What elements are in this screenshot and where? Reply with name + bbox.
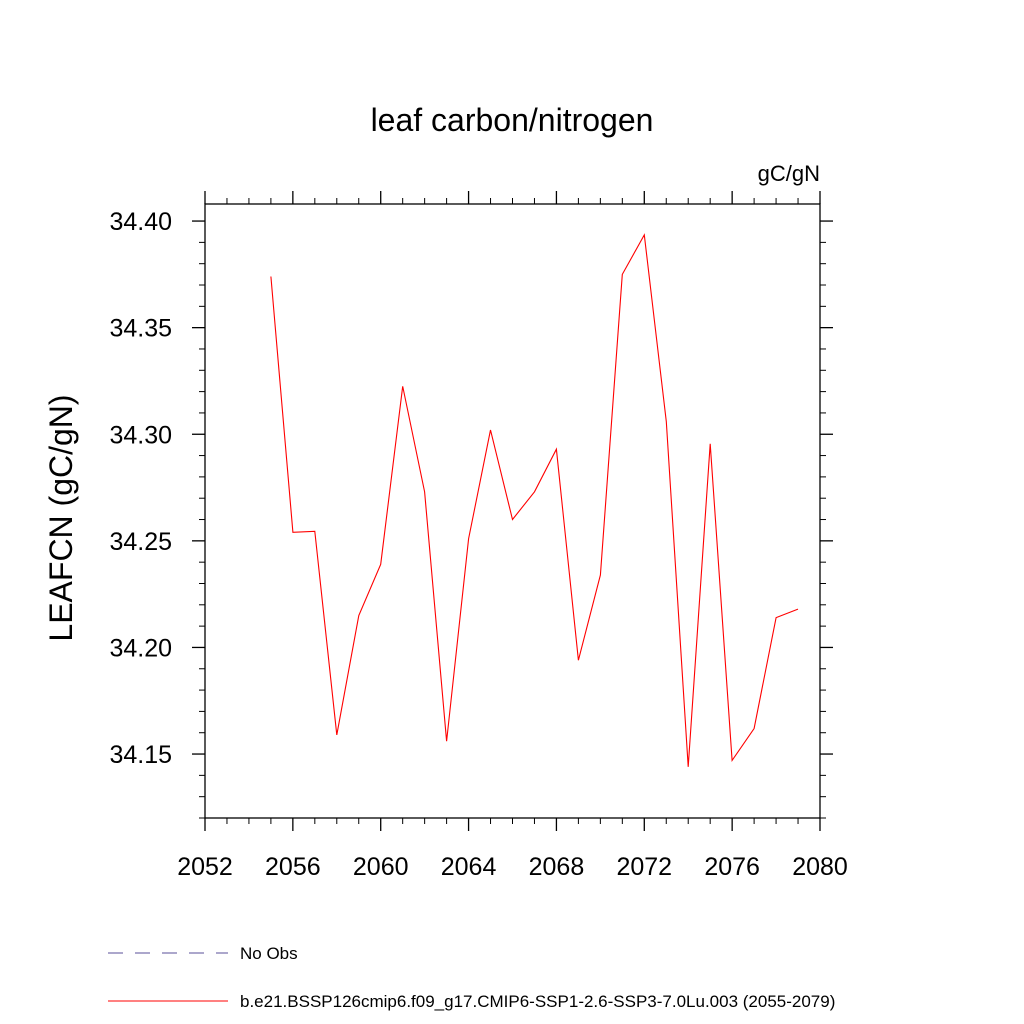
x-tick-label: 2056	[265, 853, 321, 881]
axes: 2052 2056 2060 2064 2068 2072 2076 2080 34.15 34.…	[109, 191, 848, 881]
y-axis-label: LEAFCN (gC/gN)	[43, 394, 79, 641]
x-tick-label: 2072	[616, 853, 672, 881]
legend: No Obs b.e21.BSSP126cmip6.f09_g17.CMIP6-S…	[108, 944, 835, 1011]
y-tick-label: 34.20	[109, 634, 172, 662]
x-tick-label: 2076	[704, 853, 760, 881]
legend-label: b.e21.BSSP126cmip6.f09_g17.CMIP6-SSP1-2.…	[240, 992, 835, 1011]
units-label: gC/gN	[758, 161, 820, 186]
y-tick-label: 34.25	[109, 528, 172, 556]
x-tick-label: 2052	[177, 853, 233, 881]
y-tick-label: 34.15	[109, 741, 172, 769]
x-tick-label: 2060	[353, 853, 409, 881]
x-tick-label: 2080	[792, 853, 848, 881]
legend-label: No Obs	[240, 944, 298, 963]
y-tick-label: 34.30	[109, 421, 172, 449]
x-tick-label: 2064	[441, 853, 497, 881]
series-layer	[270, 233, 799, 767]
y-tick-label: 34.35	[109, 315, 172, 343]
series-line	[270, 233, 799, 767]
y-tick-label: 34.40	[109, 208, 172, 236]
chart-title: leaf carbon/nitrogen	[371, 102, 654, 138]
x-tick-label: 2068	[529, 853, 585, 881]
plot-frame	[204, 203, 821, 819]
